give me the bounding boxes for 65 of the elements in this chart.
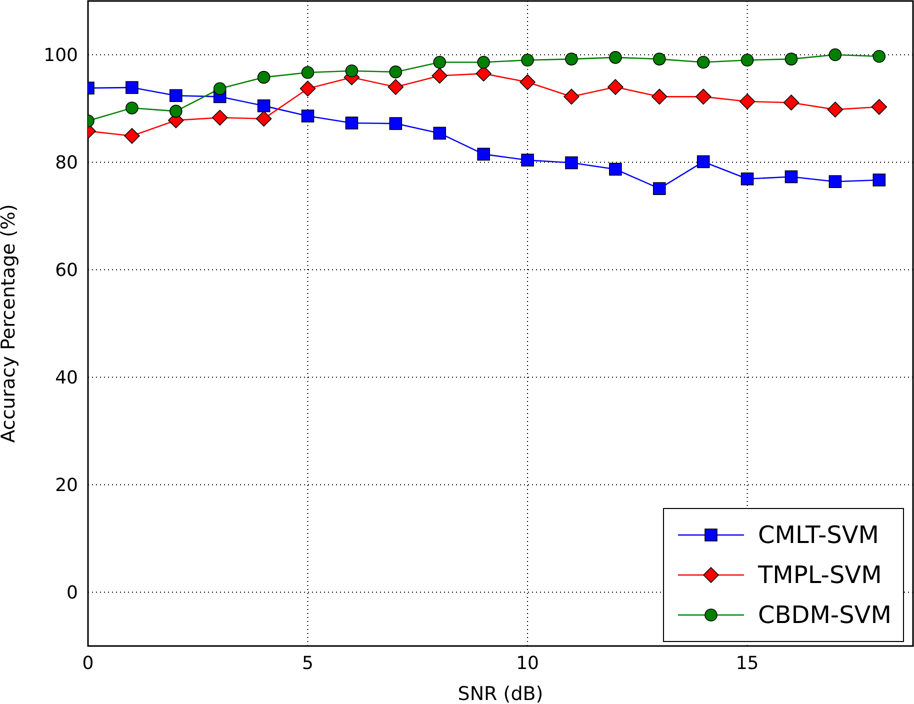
- point: [784, 170, 798, 184]
- point: [433, 56, 446, 69]
- point: [170, 104, 182, 118]
- x-tick-label: 15: [736, 652, 759, 674]
- point: [828, 48, 842, 62]
- point: [652, 182, 666, 195]
- x-axis-title: SNR (dB): [458, 683, 544, 704]
- point: [301, 66, 314, 79]
- point: [608, 79, 624, 95]
- legend-label: CMLT-SVM: [758, 521, 880, 549]
- point: [872, 50, 886, 63]
- point: [695, 88, 712, 105]
- point: [739, 94, 756, 110]
- y-axis-title: Accuracy Percentage (%): [0, 204, 20, 443]
- point: [345, 64, 358, 78]
- point: [609, 51, 622, 64]
- point: [651, 88, 668, 105]
- point: [740, 172, 754, 186]
- point: [784, 52, 798, 66]
- point: [345, 116, 358, 130]
- point: [433, 126, 446, 140]
- point: [652, 52, 666, 66]
- point: [564, 88, 580, 105]
- point: [871, 98, 888, 115]
- point: [300, 80, 316, 97]
- point: [257, 70, 270, 84]
- point: [740, 54, 754, 67]
- point: [521, 54, 534, 67]
- point: [126, 102, 138, 114]
- point: [565, 156, 578, 170]
- point: [388, 79, 404, 95]
- point: [301, 110, 314, 122]
- point: [213, 82, 226, 96]
- legend-label: CBDM-SVM: [758, 601, 892, 629]
- point: [609, 162, 622, 176]
- point: [783, 94, 800, 110]
- point: [432, 68, 448, 84]
- y-tick-label: 0: [66, 582, 78, 604]
- point: [696, 155, 710, 168]
- x-tick-label: 0: [82, 652, 94, 674]
- point: [256, 110, 272, 127]
- y-tick-label: 60: [55, 260, 78, 282]
- point: [565, 52, 578, 66]
- point: [170, 89, 182, 102]
- point: [477, 56, 490, 69]
- y-tick-label: 80: [55, 152, 78, 174]
- point: [827, 102, 844, 118]
- x-tick-label: 5: [302, 652, 314, 674]
- point: [696, 56, 710, 69]
- y-tick-label: 100: [44, 45, 78, 66]
- point: [389, 66, 402, 78]
- point: [389, 117, 402, 130]
- point: [520, 74, 536, 90]
- y-tick-label: 40: [55, 368, 78, 389]
- point: [477, 148, 490, 161]
- point: [872, 174, 886, 186]
- point: [126, 81, 138, 94]
- point: [212, 110, 228, 126]
- point: [828, 175, 842, 188]
- legend-label: TMPL-SVM: [758, 561, 882, 589]
- y-tick-label: 20: [55, 475, 78, 496]
- point: [124, 128, 140, 144]
- point: [521, 154, 534, 166]
- x-tick-label: 10: [516, 652, 539, 674]
- point: [257, 99, 270, 112]
